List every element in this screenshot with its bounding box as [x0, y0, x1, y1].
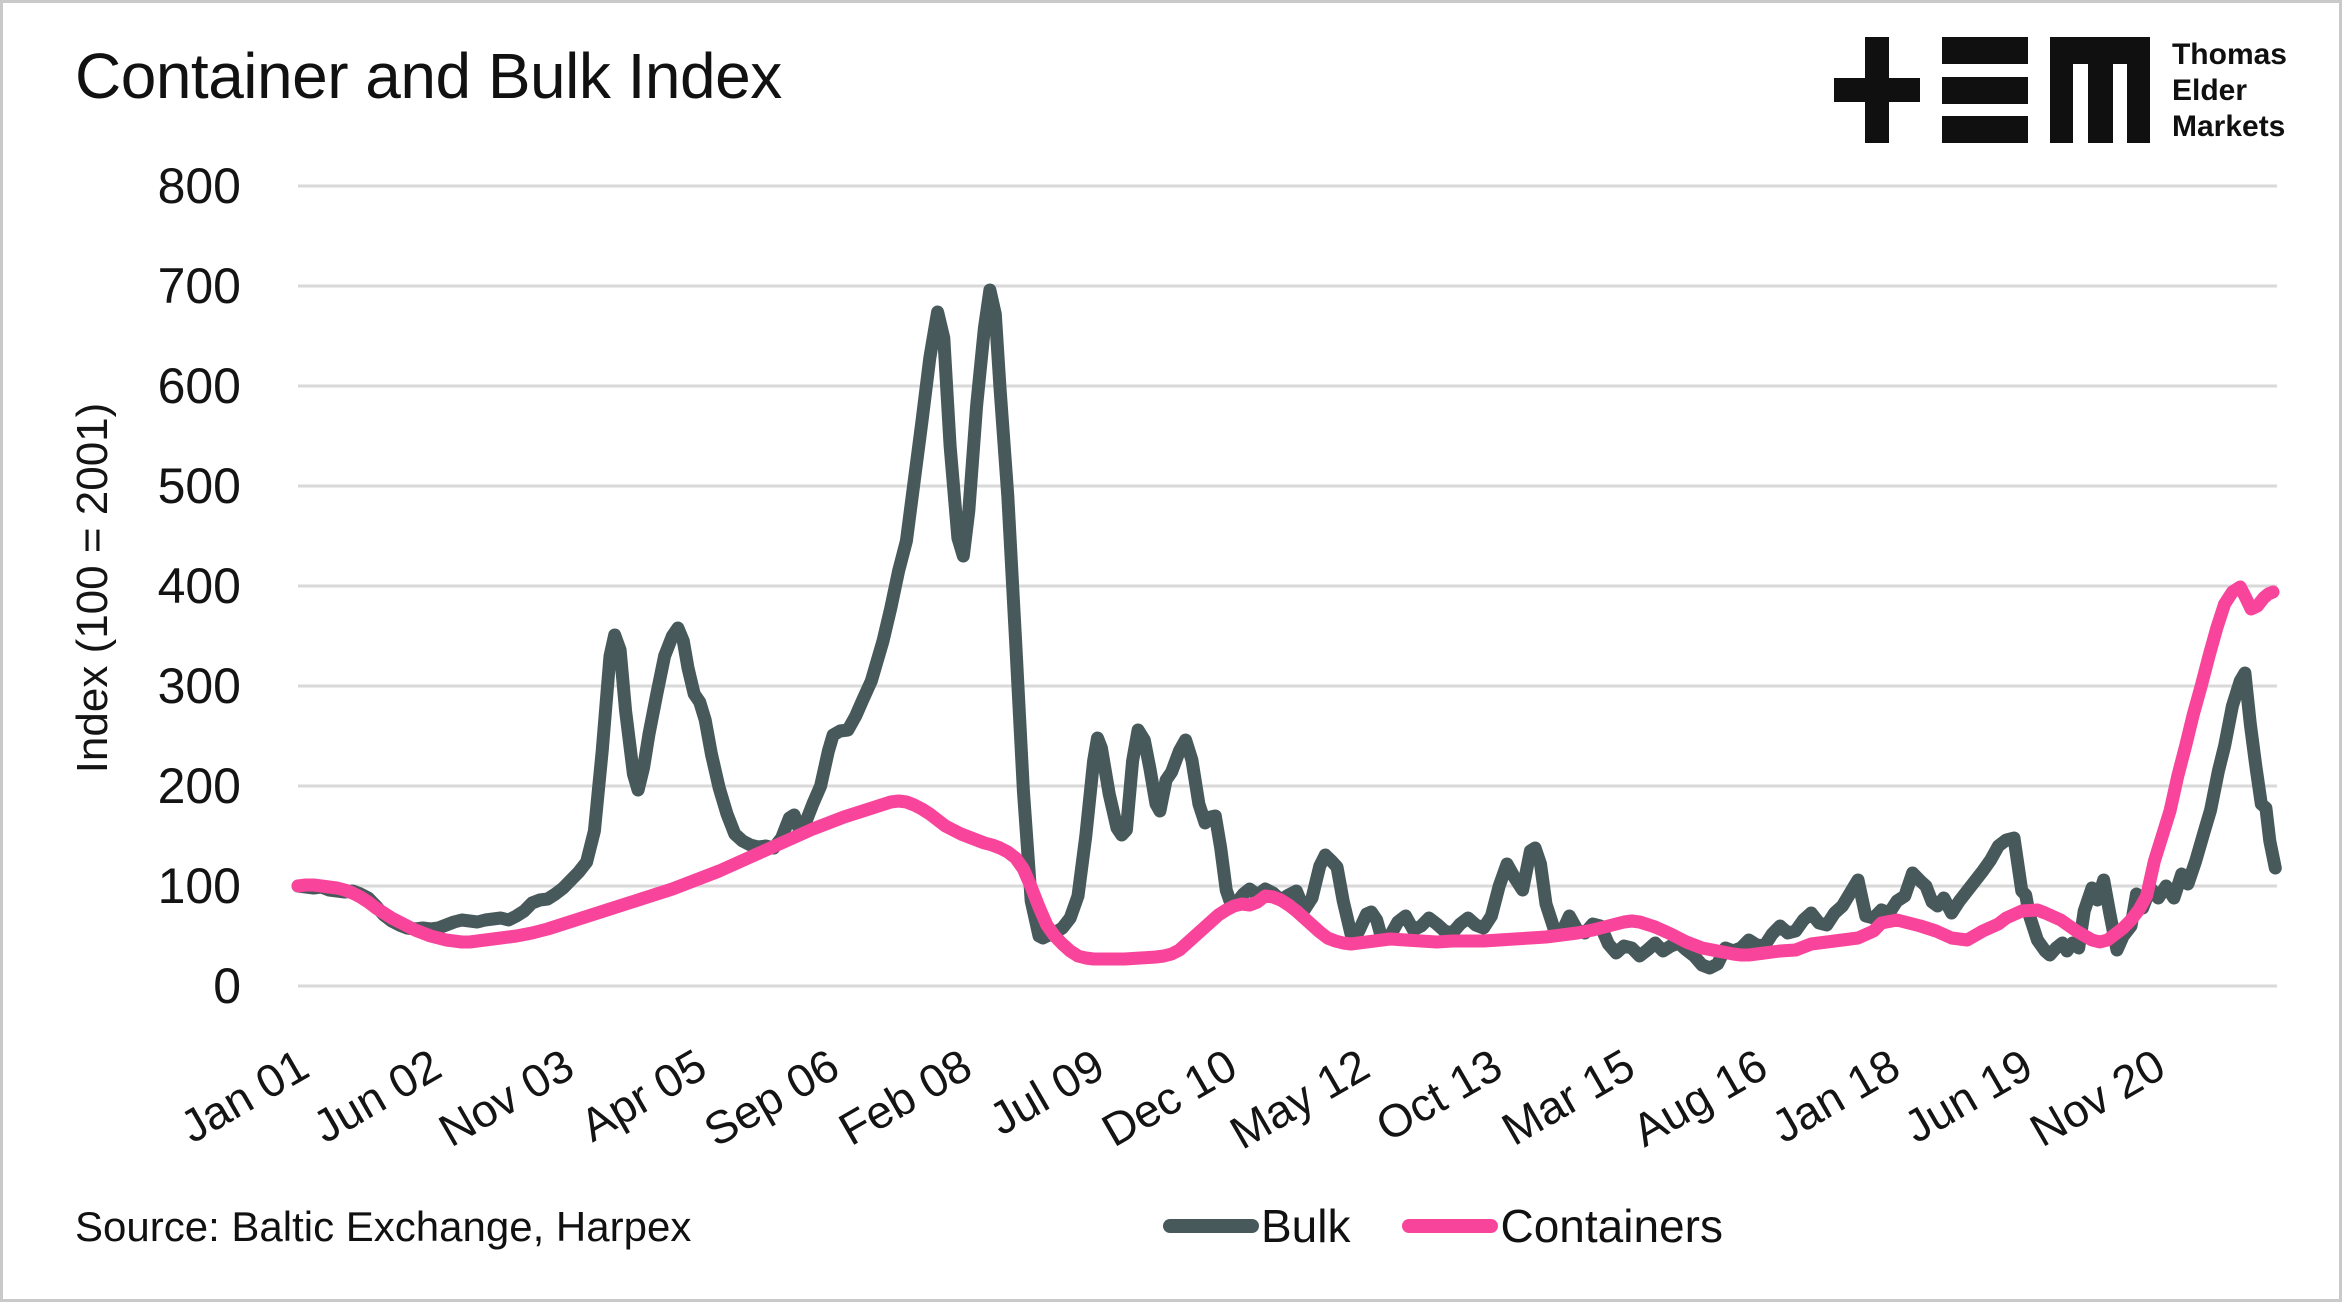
svg-text:700: 700 — [158, 258, 241, 314]
svg-text:Oct 13: Oct 13 — [1367, 1039, 1510, 1152]
svg-text:Jul 09: Jul 09 — [980, 1039, 1112, 1145]
svg-text:200: 200 — [158, 758, 241, 814]
tem-logo: Thomas Elder Markets — [1833, 37, 2287, 145]
svg-text:400: 400 — [158, 558, 241, 614]
data-series-lines — [291, 283, 2282, 975]
legend-item-containers: Containers — [1402, 1199, 1723, 1253]
legend-label-containers: Containers — [1500, 1200, 1723, 1252]
svg-text:0: 0 — [213, 958, 241, 1014]
svg-text:Aug 16: Aug 16 — [1623, 1039, 1775, 1157]
svg-text:Nov 20: Nov 20 — [2021, 1039, 2173, 1157]
svg-text:Jan 01: Jan 01 — [171, 1039, 317, 1153]
chart-title: Container and Bulk Index — [75, 40, 782, 112]
legend-label-bulk: Bulk — [1261, 1200, 1351, 1252]
svg-text:100: 100 — [158, 858, 241, 914]
logo-plus-icon — [1833, 37, 1920, 143]
y-axis-tick-labels: 0 100 200 300 400 500 600 700 800 — [158, 158, 241, 1014]
svg-text:300: 300 — [158, 658, 241, 714]
legend-item-bulk: Bulk — [1163, 1199, 1350, 1253]
svg-text:Jun 19: Jun 19 — [1895, 1039, 2041, 1153]
logo-e-bars-icon — [1941, 37, 2028, 143]
series-line-containers — [291, 580, 2280, 966]
logo-block-m-icon — [2049, 37, 2150, 143]
source-note: Source: Baltic Exchange, Harpex — [75, 1203, 692, 1250]
svg-text:800: 800 — [158, 158, 241, 214]
y-axis-label: Index (100 = 2001) — [68, 403, 117, 774]
logo-wordmark: Thomas Elder Markets — [2172, 37, 2287, 145]
svg-text:500: 500 — [158, 458, 241, 514]
svg-text:Jan 18: Jan 18 — [1763, 1039, 1909, 1153]
svg-text:Nov 03: Nov 03 — [430, 1039, 582, 1157]
gridlines — [298, 184, 2277, 988]
legend: Bulk Containers — [1163, 1199, 1723, 1253]
svg-text:Jun 02: Jun 02 — [304, 1039, 450, 1153]
logo-wordmark-line: Elder — [2171, 74, 2247, 107]
svg-text:Apr 05: Apr 05 — [571, 1039, 714, 1152]
series-line-bulk — [291, 283, 2282, 975]
svg-text:May 12: May 12 — [1221, 1039, 1378, 1159]
legend-swatch-bulk — [1163, 1219, 1259, 1233]
legend-swatch-containers — [1402, 1219, 1499, 1233]
svg-text:Feb 08: Feb 08 — [830, 1039, 980, 1156]
logo-wordmark-line: Thomas — [2171, 38, 2287, 71]
svg-text:Dec 10: Dec 10 — [1093, 1039, 1245, 1157]
svg-text:Mar 15: Mar 15 — [1493, 1039, 1643, 1156]
logo-wordmark-line: Markets — [2171, 110, 2286, 143]
svg-text:600: 600 — [158, 358, 241, 414]
svg-text:Sep 06: Sep 06 — [695, 1039, 847, 1157]
